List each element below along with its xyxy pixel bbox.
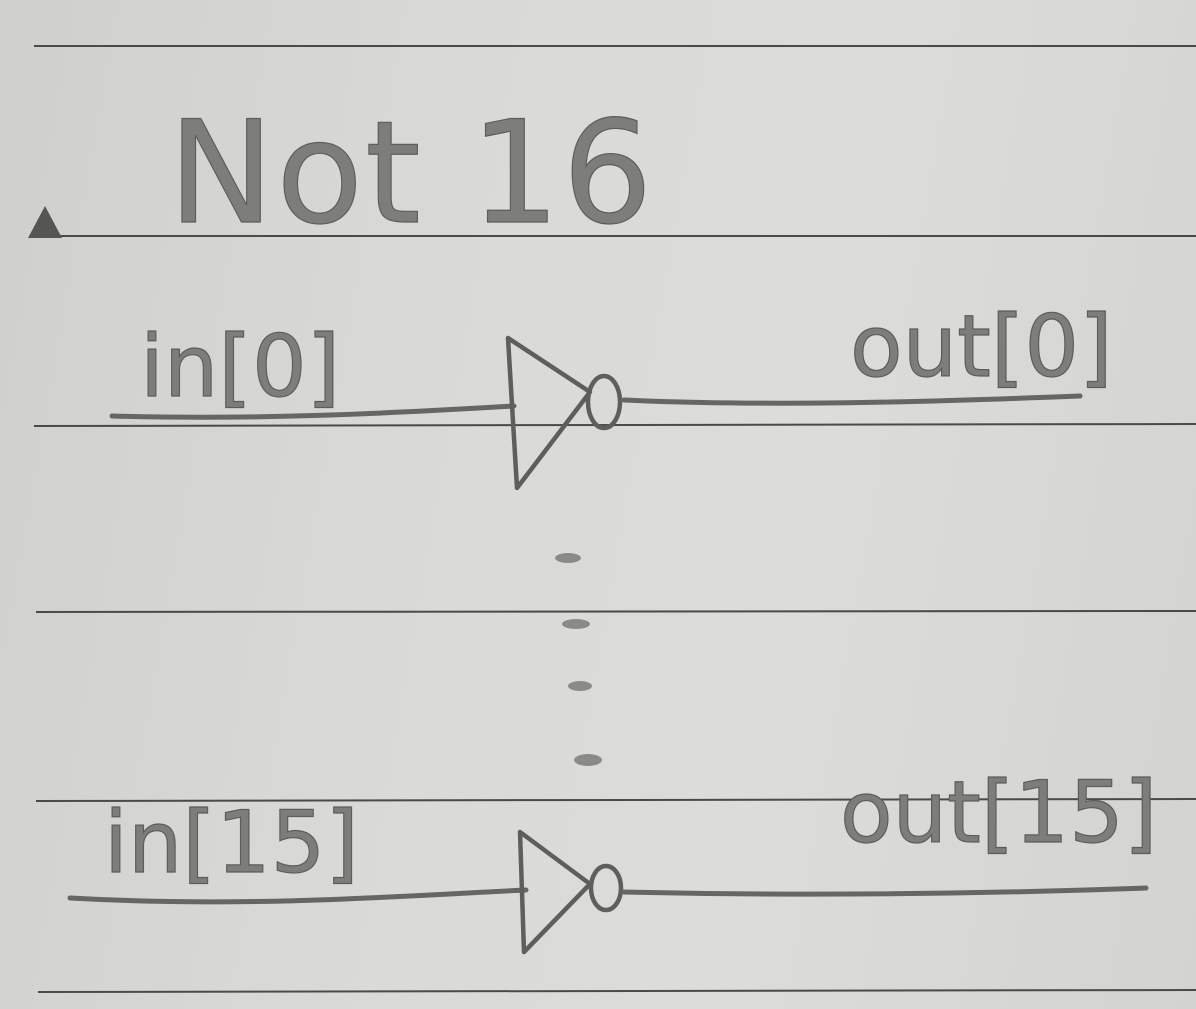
inversion-bubble-0: [585, 373, 623, 431]
continuation-dots: [555, 553, 602, 766]
output-wire-0: [621, 393, 1083, 406]
input-label-0: in[0]: [140, 317, 340, 417]
diagram-title: Not 16: [168, 91, 655, 256]
inversion-bubble-15: [588, 863, 624, 913]
output-label-0: out[0]: [850, 297, 1113, 397]
ruled-line: [35, 610, 1196, 613]
buffer-triangle-15: [517, 829, 593, 955]
output-label-15: out[15]: [840, 763, 1157, 863]
margin-marker-icon: [28, 206, 62, 238]
buffer-triangle-0: [505, 335, 593, 491]
output-wire-15: [621, 885, 1149, 897]
ruled-line: [37, 989, 1196, 993]
ruled-line: [33, 423, 1196, 427]
input-wire-15: [67, 887, 529, 905]
not-gate-15: in[15] out[15]: [67, 762, 1158, 955]
input-label-15: in[15]: [104, 793, 359, 893]
not-gate-0: in[0] out[0]: [109, 296, 1113, 491]
ruled-line: [35, 798, 1196, 802]
input-wire-0: [109, 403, 517, 420]
